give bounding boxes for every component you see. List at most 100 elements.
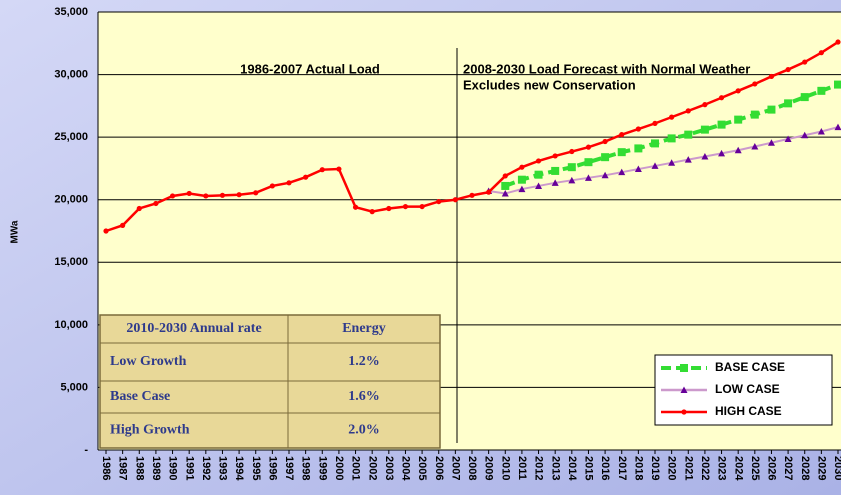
annotation: Excludes new Conservation <box>463 77 636 92</box>
marker <box>584 174 592 181</box>
marker <box>552 153 558 159</box>
marker <box>685 108 691 114</box>
marker <box>203 193 209 199</box>
x-tick-label: 1990 <box>167 456 179 480</box>
table-cell: 1.2% <box>348 354 380 369</box>
x-tick-label: 1999 <box>316 456 328 480</box>
x-tick-label: 1995 <box>250 456 262 480</box>
marker <box>502 173 508 179</box>
marker <box>120 222 126 228</box>
marker <box>501 181 510 190</box>
marker <box>618 168 626 176</box>
marker <box>802 59 808 65</box>
x-tick-label: 2007 <box>449 456 461 480</box>
marker <box>767 139 775 146</box>
x-tick-label: 2004 <box>400 456 412 481</box>
marker <box>153 200 159 207</box>
marker <box>517 175 526 184</box>
marker <box>303 174 309 180</box>
x-tick-label: 2017 <box>616 456 628 480</box>
table-cell: High Growth <box>110 423 190 438</box>
x-tick-label: 2022 <box>699 456 711 480</box>
marker <box>651 162 659 169</box>
marker <box>701 153 709 160</box>
x-tick-label: 1998 <box>300 456 312 480</box>
x-tick-label: 2014 <box>566 456 578 481</box>
marker <box>667 134 676 143</box>
marker <box>801 131 809 139</box>
x-tick-label: 1993 <box>217 456 229 480</box>
table-header: Energy <box>342 321 386 336</box>
x-tick-label: 2029 <box>815 456 827 480</box>
marker <box>619 132 625 138</box>
x-tick-label: 1994 <box>233 456 245 481</box>
marker <box>219 192 226 198</box>
y-tick-label: - <box>84 444 88 456</box>
y-tick-label: 30,000 <box>54 68 88 80</box>
x-tick-label: 2006 <box>433 456 445 480</box>
marker <box>680 364 688 372</box>
marker <box>735 88 741 94</box>
series-line <box>488 126 839 195</box>
marker <box>534 170 543 179</box>
marker <box>784 99 793 108</box>
x-tick-label: 1989 <box>150 456 162 480</box>
marker <box>684 130 693 139</box>
marker <box>768 73 775 80</box>
marker <box>800 93 809 102</box>
marker <box>734 115 743 124</box>
marker <box>717 120 726 129</box>
legend-label: LOW CASE <box>715 382 780 396</box>
marker <box>634 165 642 173</box>
marker <box>469 192 475 198</box>
marker <box>336 166 342 172</box>
marker <box>386 205 392 212</box>
y-tick-label: 20,000 <box>54 194 88 206</box>
marker <box>734 146 742 154</box>
marker <box>680 386 688 393</box>
annotation: 1986-2007 Actual Load <box>240 61 380 76</box>
marker <box>668 159 676 166</box>
marker <box>835 39 841 45</box>
marker <box>501 189 509 197</box>
marker <box>236 192 242 198</box>
marker <box>767 105 776 114</box>
x-tick-label: 2020 <box>666 456 678 480</box>
legend-label: HIGH CASE <box>715 404 782 418</box>
marker <box>684 156 692 163</box>
y-axis-label: MWa <box>10 220 21 243</box>
x-tick-label: 2008 <box>466 456 478 480</box>
marker <box>569 148 575 155</box>
marker <box>635 126 641 132</box>
y-tick-label: 35,000 <box>54 6 88 18</box>
marker <box>551 179 559 186</box>
marker <box>486 189 492 195</box>
marker <box>834 123 841 131</box>
marker <box>651 139 659 148</box>
y-tick-label: 5,000 <box>60 381 88 393</box>
marker <box>369 209 375 215</box>
x-tick-label: 2025 <box>749 456 761 480</box>
marker <box>669 114 675 120</box>
x-tick-label: 2003 <box>383 456 395 480</box>
x-tick-label: 1987 <box>117 456 129 480</box>
marker <box>535 182 543 189</box>
x-tick-label: 2016 <box>599 456 611 480</box>
x-tick-label: 2001 <box>350 456 362 480</box>
marker <box>750 110 759 119</box>
marker <box>752 81 758 87</box>
x-tick-label: 2010 <box>499 456 511 480</box>
marker <box>186 190 192 197</box>
y-tick-label: 25,000 <box>54 131 88 143</box>
marker <box>452 197 458 203</box>
x-tick-label: 1986 <box>100 456 112 480</box>
table-cell: 2.0% <box>348 423 380 438</box>
marker <box>817 128 825 135</box>
marker <box>817 86 826 95</box>
x-tick-label: 2028 <box>799 456 811 480</box>
marker <box>352 204 359 210</box>
x-tick-label: 1996 <box>266 456 278 480</box>
marker <box>568 176 576 184</box>
marker <box>103 228 109 234</box>
